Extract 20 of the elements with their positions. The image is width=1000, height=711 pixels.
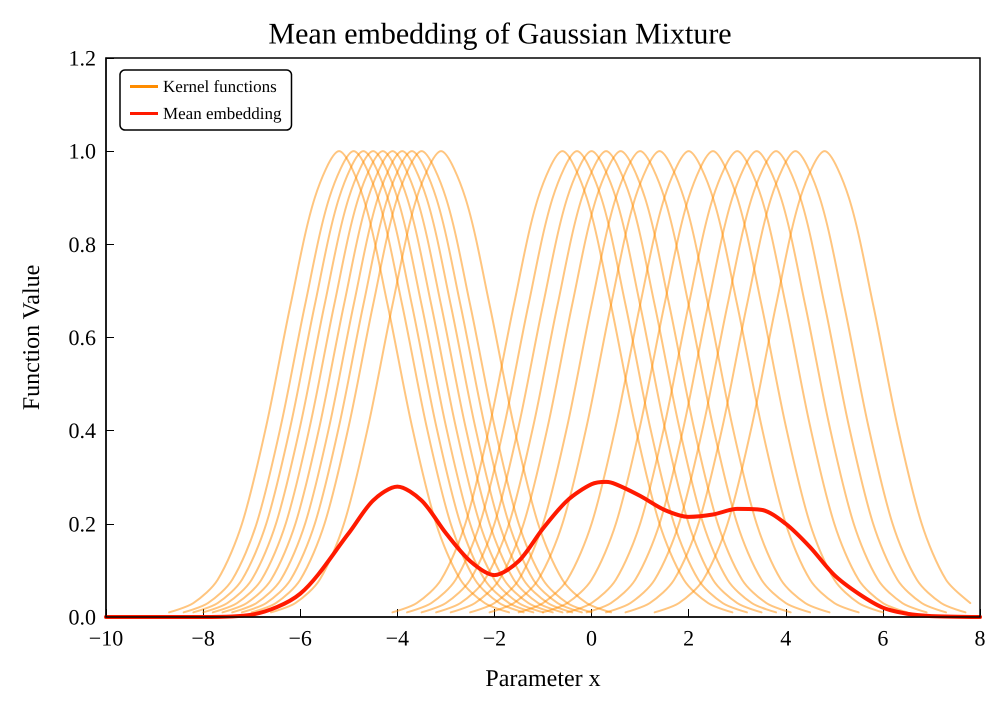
x-axis-title: Parameter x [485,666,601,692]
x-tick-label: 8 [974,626,986,650]
x-tick-label: −6 [288,626,312,650]
x-tick-label: 4 [780,626,792,650]
y-tick-label: 0.4 [68,418,96,444]
x-tick-label: −2 [482,626,506,650]
x-tick-label: 0 [586,626,598,650]
y-tick-label: 1.0 [68,138,96,164]
x-tick-label: 6 [877,626,888,650]
y-tick-label: 0.2 [68,511,96,536]
legend-label: Mean embedding [163,104,282,123]
chart-title: Mean embedding of Gaussian Mixture [268,18,732,50]
x-tick-label: −8 [191,626,215,650]
x-tick-label: −4 [386,626,410,650]
y-tick-label: 0.6 [68,325,96,350]
x-tick-label: 2 [683,626,694,650]
legend-label: Kernel functions [163,77,277,96]
y-tick-label: 0.8 [68,232,96,257]
y-tick-label: 1.2 [68,46,96,70]
y-axis-title: Function Value [19,264,45,410]
